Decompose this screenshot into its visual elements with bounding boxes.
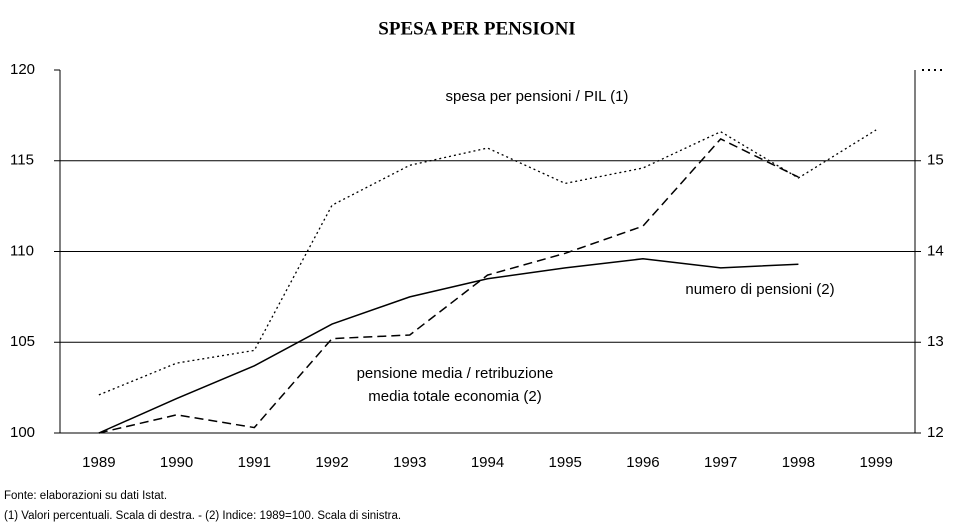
footnote: (1) Valori percentuali. Scala di destra.… [4,510,401,522]
series-line [98,138,799,434]
y-tick-label: 115 [10,152,34,169]
y-tick-label: 100 [10,424,35,441]
y-tick-label: 105 [10,333,35,350]
chart-title: SPESA PER PENSIONI [378,18,575,39]
x-tick-label: 1998 [782,454,815,471]
x-tick-label: 1994 [471,454,504,471]
annotation: media totale economia (2) [368,388,541,405]
y-tick-label: 120 [10,61,35,78]
y2-tick-label: 15 [927,152,944,169]
y2-tick-label: 13 [927,333,944,350]
series-line [98,258,799,434]
x-tick-label: 1993 [393,454,426,471]
x-tick-label: 1992 [315,454,348,471]
x-tick-label: 1995 [549,454,582,471]
series-line [98,129,877,396]
y2-tick-label: 14 [927,242,944,259]
x-tick-label: 1997 [704,454,737,471]
x-tick-label: 1991 [238,454,271,471]
x-tick-label: 1989 [82,454,115,471]
y2-tick-label: 12 [927,424,944,441]
annotation: pensione media / retribuzione [357,365,554,382]
x-tick-label: 1990 [160,454,193,471]
x-tick-label: 1996 [626,454,659,471]
y-tick-label: 110 [10,242,34,259]
annotation: spesa per pensioni / PIL (1) [446,88,629,105]
x-tick-label: 1999 [859,454,892,471]
footnote: Fonte: elaborazioni su dati Istat. [4,490,167,502]
annotation: numero di pensioni (2) [685,281,834,298]
